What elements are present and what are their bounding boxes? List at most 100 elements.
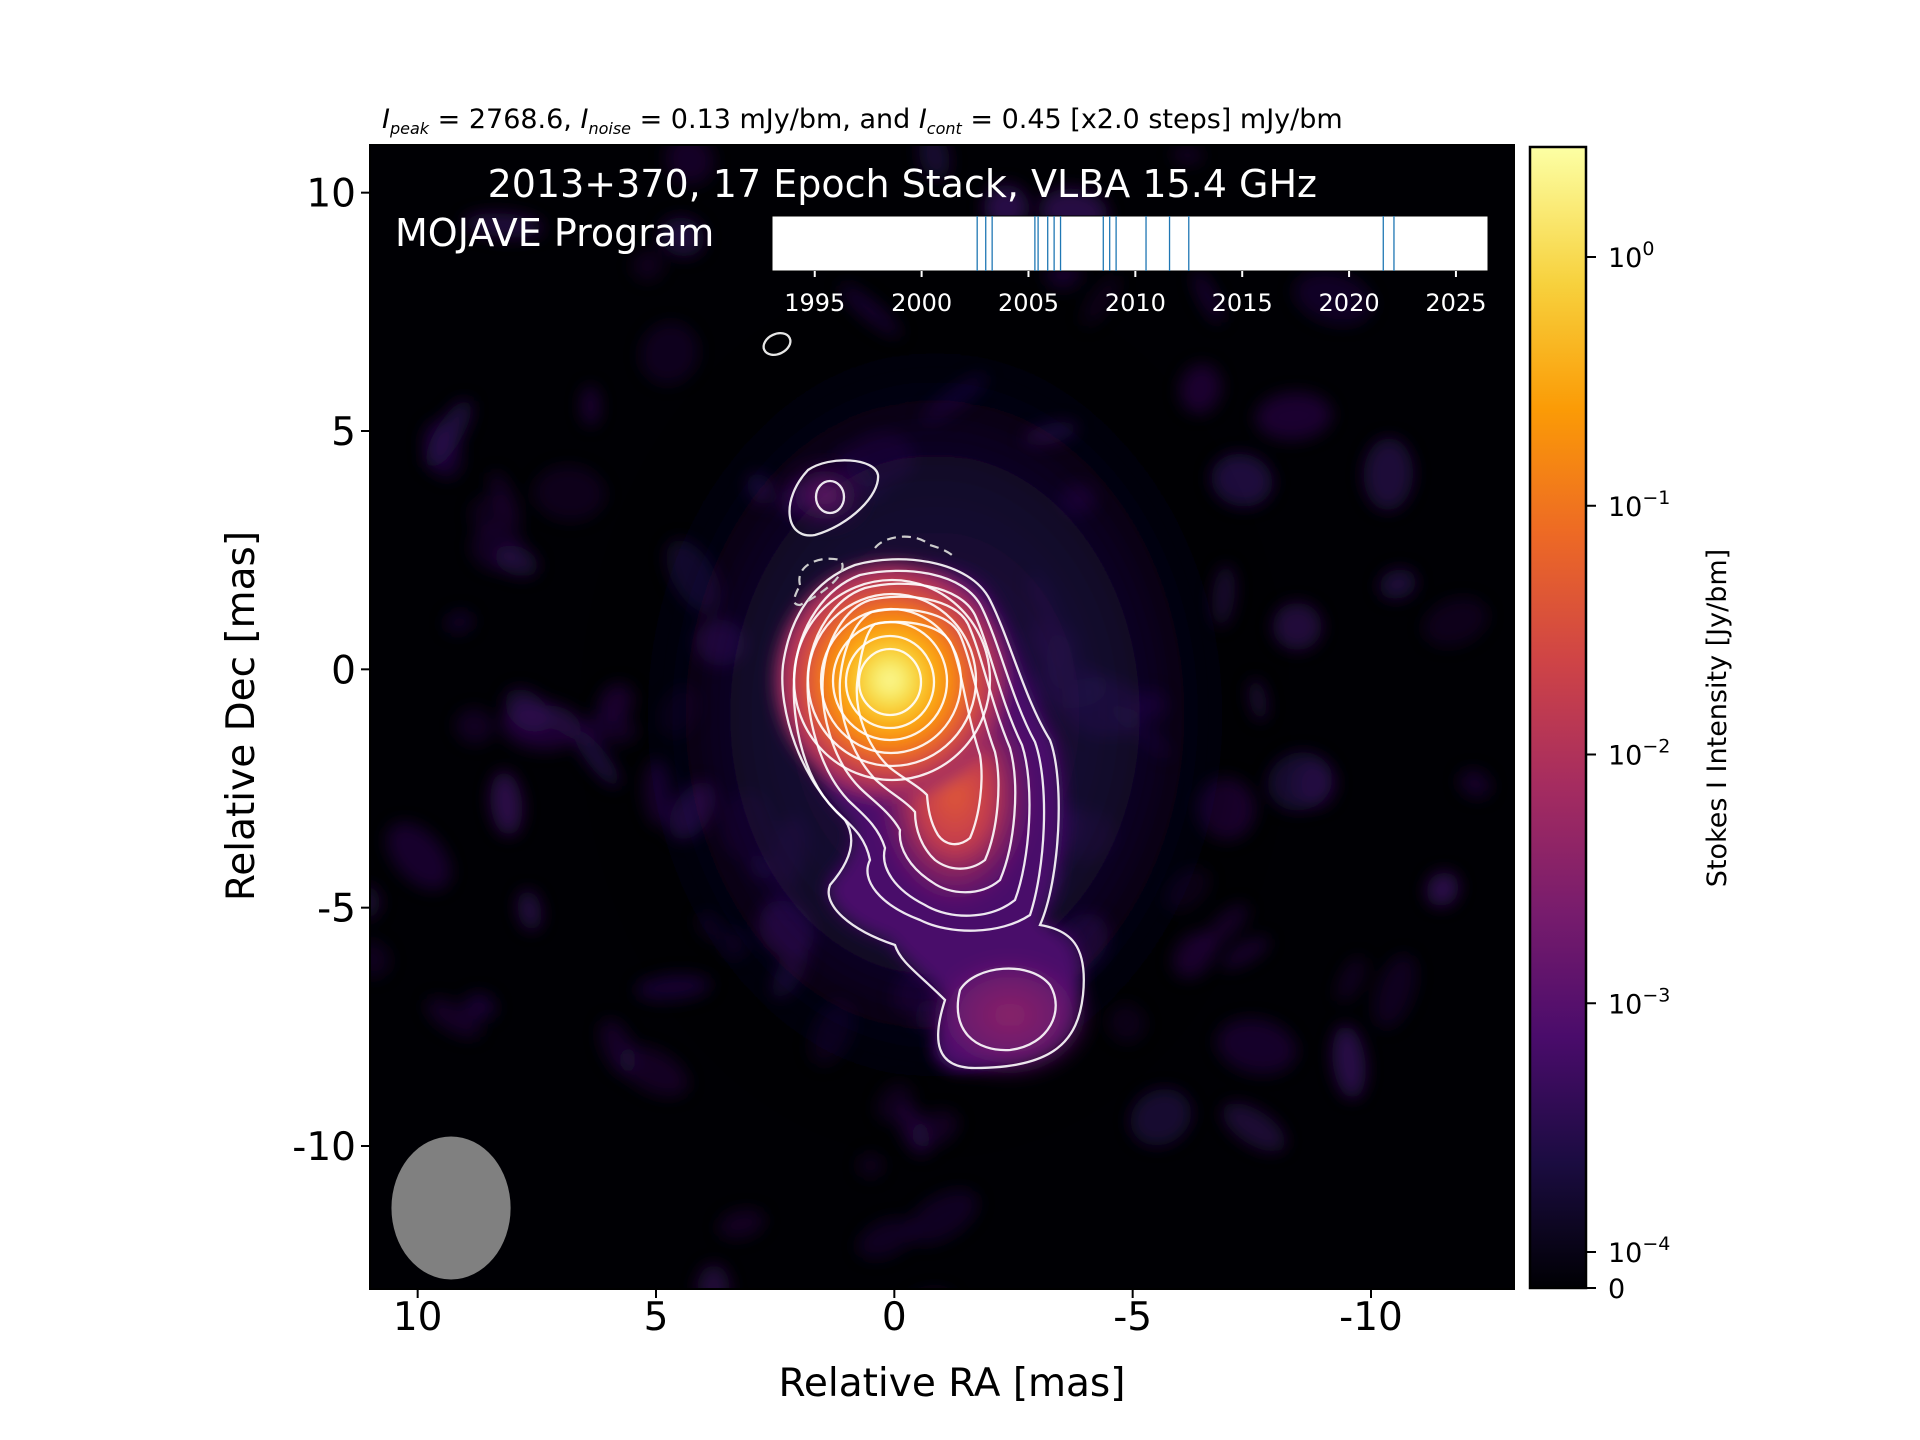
x-tick-label: 5 (644, 1295, 669, 1340)
colorbar-tick-label: 10−1 (1608, 487, 1670, 523)
contour-level (821, 595, 1017, 894)
contours (762, 332, 1085, 1070)
noise-patch (500, 701, 581, 751)
contour-level (792, 569, 1046, 932)
noise-patch (918, 145, 950, 180)
noise-patch (1211, 453, 1273, 507)
negative-contour (793, 557, 844, 607)
northern-blob (777, 457, 873, 533)
noise-patch (1423, 597, 1488, 647)
contour-level (855, 620, 983, 846)
noise-patch (517, 890, 542, 931)
noise-patch (1332, 1025, 1366, 1099)
beam-ellipse (391, 1136, 511, 1280)
noise-patch (1193, 271, 1223, 324)
epoch-tick-label: 2020 (1319, 289, 1380, 317)
noise-patch (533, 465, 606, 522)
noise-patch (489, 471, 520, 530)
contour-level (956, 967, 1057, 1052)
noise-patch (1179, 363, 1222, 414)
header-stats: Ipeak = 2768.6, Inoise = 0.13 mJy/bm, an… (382, 104, 1343, 138)
contour-level (819, 607, 963, 755)
contour-level (806, 592, 978, 768)
colorbar-tick-label: 10−4 (1608, 1233, 1670, 1269)
noise-patch (470, 495, 508, 535)
noise-patch (1426, 872, 1459, 907)
contour-level (762, 332, 792, 356)
noise-patch (581, 385, 600, 427)
colorbar-tick-label: 100 (1608, 238, 1654, 274)
noise-patch (455, 708, 494, 745)
colorbar-tick-label: 10−3 (1608, 984, 1670, 1020)
noise-patch (718, 1209, 765, 1239)
colorbar-gradient (1530, 147, 1586, 1288)
noise-patch (423, 421, 462, 479)
noise-patch (1216, 1018, 1297, 1075)
epoch-tick-label: 2005 (998, 289, 1059, 317)
x-axis-label: Relative RA [mas] (779, 1361, 1126, 1406)
noise-patch (291, 573, 340, 610)
colorbar-frame (1528, 145, 1588, 1290)
noise-patch (444, 610, 474, 634)
noise-patch (1000, 54, 1063, 109)
contour-level (844, 634, 936, 730)
noise-patch (1222, 1102, 1286, 1152)
noise-patch (1272, 602, 1322, 651)
plot-frame (369, 144, 1515, 1290)
noise-patch (1171, 146, 1204, 164)
noise-patch (857, 1218, 915, 1259)
epoch-tick-label: 2015 (1212, 289, 1273, 317)
epoch-tick-label: 2010 (1105, 289, 1166, 317)
noise-patch (426, 998, 481, 1038)
epoch-ticks: 1995 2000 2005 2010 2015 2020 2025 (784, 271, 1486, 317)
contour-level (792, 578, 992, 782)
noise-patch (1267, 751, 1333, 811)
noise-patch (1220, 937, 1270, 969)
noise-patch (659, 217, 705, 257)
noise-patch (857, 1152, 884, 1179)
colorbar-label: Stokes I Intensity [Jy/bm] (1702, 549, 1733, 887)
colorbar-ticks: 100 10−1 10−2 10−3 10−4 0 (1586, 238, 1670, 1305)
noise-patch (1294, 270, 1373, 325)
x-tick-label: -10 (1339, 1295, 1403, 1340)
chart-title-line2: MOJAVE Program (395, 211, 714, 255)
negative-contours (793, 535, 956, 607)
chart-title-line1: 2013+370, 17 Epoch Stack, VLBA 15.4 GHz (488, 162, 1317, 206)
source-emission (775, 457, 1095, 1080)
y-tick-label: 0 (331, 648, 356, 693)
y-tick-label: -10 (292, 1125, 356, 1170)
x-axis-ticks: 10 5 0 -5 -10 (393, 1289, 1403, 1340)
noise-patch (1130, 1088, 1192, 1146)
y-axis-label: Relative Dec [mas] (219, 531, 264, 901)
noise-patch (1363, 437, 1414, 511)
noise-patch (1379, 569, 1417, 600)
noise-patch (632, 249, 664, 281)
noise-patch (386, 822, 451, 890)
intensity-map (286, 54, 1491, 1289)
epoch-tick-label: 1995 (784, 289, 845, 317)
negative-contour (874, 535, 956, 559)
noise-patch (286, 830, 348, 890)
epoch-lines (976, 216, 1395, 271)
contour-level (831, 620, 949, 742)
y-tick-label: -5 (317, 887, 356, 932)
x-tick-label: 10 (393, 1295, 443, 1340)
x-tick-label: -5 (1113, 1295, 1152, 1340)
y-axis-ticks: 10 5 0 -5 -10 (292, 172, 370, 1170)
noise-patch (464, 993, 496, 1020)
noise-patch (370, 940, 391, 978)
noise-patch (1081, 274, 1121, 327)
noise-patch (1255, 392, 1332, 441)
y-tick-label: 10 (306, 172, 356, 217)
contour-level (806, 582, 1031, 917)
noise-patch (1459, 769, 1491, 798)
epoch-timeline: 1995 2000 2005 2010 2015 2020 2025 (771, 215, 1489, 317)
noise-patch (907, 1189, 978, 1244)
x-tick-label: 0 (882, 1295, 907, 1340)
noise-patch (1336, 956, 1366, 1002)
epoch-tick-label: 2025 (1425, 289, 1486, 317)
contour-level (838, 608, 1000, 870)
noise-patch (697, 1264, 730, 1289)
colorbar: 100 10−1 10−2 10−3 10−4 0 Stokes I Intensity … (1528, 145, 1733, 1305)
